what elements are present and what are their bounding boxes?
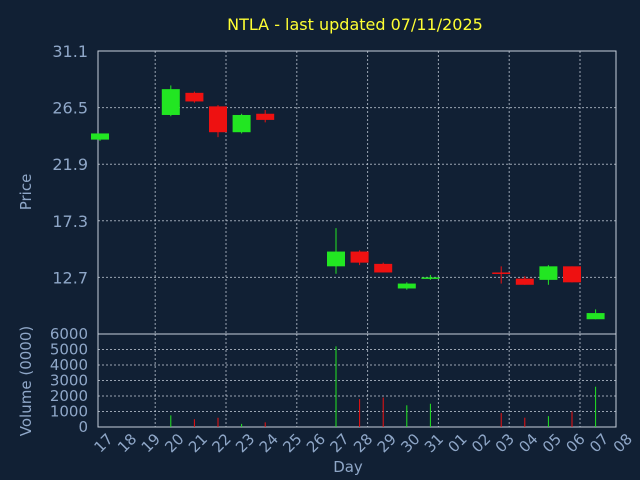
volume-bars bbox=[170, 346, 597, 427]
candle-body bbox=[515, 278, 534, 285]
x-tick-label: 04 bbox=[515, 430, 541, 456]
volume-axis-label: Volume (0000) bbox=[17, 326, 35, 436]
candle bbox=[421, 274, 440, 280]
volume-grid bbox=[98, 334, 616, 427]
candle bbox=[397, 282, 416, 290]
candle-body bbox=[256, 113, 275, 120]
price-panel: 31.1 26.5 21.9 17.3 12.7 Price bbox=[17, 42, 617, 335]
candle bbox=[539, 265, 558, 285]
x-tick-label: 01 bbox=[445, 430, 471, 456]
candle-body bbox=[327, 251, 345, 267]
candle bbox=[563, 266, 581, 283]
candle bbox=[492, 266, 511, 284]
x-tick-label: 21 bbox=[185, 430, 211, 456]
candle-body bbox=[161, 89, 180, 115]
candle-body bbox=[350, 251, 369, 263]
price-tick-label: 12.7 bbox=[52, 268, 88, 287]
x-tick-label: 18 bbox=[114, 430, 140, 456]
price-y-ticks: 31.1 26.5 21.9 17.3 12.7 bbox=[52, 42, 88, 287]
candle bbox=[374, 262, 393, 273]
x-tick-label: 17 bbox=[91, 430, 117, 456]
price-axis-label: Price bbox=[17, 174, 35, 211]
candle bbox=[161, 85, 180, 117]
candle bbox=[209, 105, 227, 138]
candle-body bbox=[539, 266, 558, 280]
x-axis-label: Day bbox=[333, 458, 363, 476]
x-tick-label: 28 bbox=[350, 430, 376, 456]
candle-body bbox=[185, 92, 204, 102]
volume-tick-label: 2000 bbox=[50, 387, 88, 405]
candle bbox=[256, 110, 275, 123]
candle bbox=[350, 250, 369, 266]
price-tick-label: 17.3 bbox=[52, 212, 88, 231]
volume-tick-label: 3000 bbox=[50, 372, 88, 390]
x-tick-label: 31 bbox=[421, 430, 447, 456]
candle-body bbox=[374, 263, 393, 273]
x-tick-label: 25 bbox=[279, 430, 305, 456]
x-tick-label: 20 bbox=[161, 430, 187, 456]
x-tick-label: 19 bbox=[138, 430, 164, 456]
volume-tick-label: 0 bbox=[78, 418, 88, 436]
candle-body bbox=[586, 313, 605, 320]
x-tick-label: 02 bbox=[468, 430, 494, 456]
x-tick-label: 22 bbox=[209, 430, 235, 456]
x-tick-label: 03 bbox=[492, 430, 518, 456]
x-tick-label: 08 bbox=[610, 430, 636, 456]
x-tick-label: 24 bbox=[256, 430, 282, 456]
candle bbox=[327, 228, 345, 274]
candle bbox=[586, 309, 605, 320]
x-tick-label: 07 bbox=[586, 430, 612, 456]
candle-body bbox=[563, 266, 581, 283]
candle-body bbox=[397, 283, 416, 289]
candle-body bbox=[209, 106, 227, 133]
x-tick-label: 30 bbox=[397, 430, 423, 456]
candle bbox=[185, 91, 204, 103]
candle-body bbox=[232, 114, 251, 133]
price-tick-label: 26.5 bbox=[52, 99, 88, 118]
x-tick-label: 06 bbox=[563, 430, 589, 456]
volume-tick-label: 6000 bbox=[50, 325, 88, 343]
volume-tick-label: 1000 bbox=[50, 403, 88, 421]
candles bbox=[91, 85, 605, 320]
candle-body bbox=[492, 272, 511, 274]
candle-body bbox=[421, 277, 440, 279]
x-tick-label: 27 bbox=[327, 430, 353, 456]
x-tick-label: 29 bbox=[374, 430, 400, 456]
price-grid bbox=[98, 51, 616, 334]
volume-tick-label: 4000 bbox=[50, 356, 88, 374]
chart-title: NTLA - last updated 07/11/2025 bbox=[227, 15, 483, 34]
x-tick-label: 05 bbox=[539, 430, 565, 456]
candle-body bbox=[91, 133, 109, 140]
x-tick-label: 23 bbox=[232, 430, 258, 456]
x-tick-label: 26 bbox=[303, 430, 329, 456]
price-tick-label: 31.1 bbox=[52, 42, 88, 61]
candle bbox=[91, 133, 109, 141]
candle bbox=[515, 276, 534, 285]
candle bbox=[232, 113, 251, 134]
x-ticks: 1718192021222324252627282930310102030405… bbox=[91, 430, 636, 456]
price-tick-label: 21.9 bbox=[52, 155, 88, 174]
volume-tick-label: 5000 bbox=[50, 341, 88, 359]
